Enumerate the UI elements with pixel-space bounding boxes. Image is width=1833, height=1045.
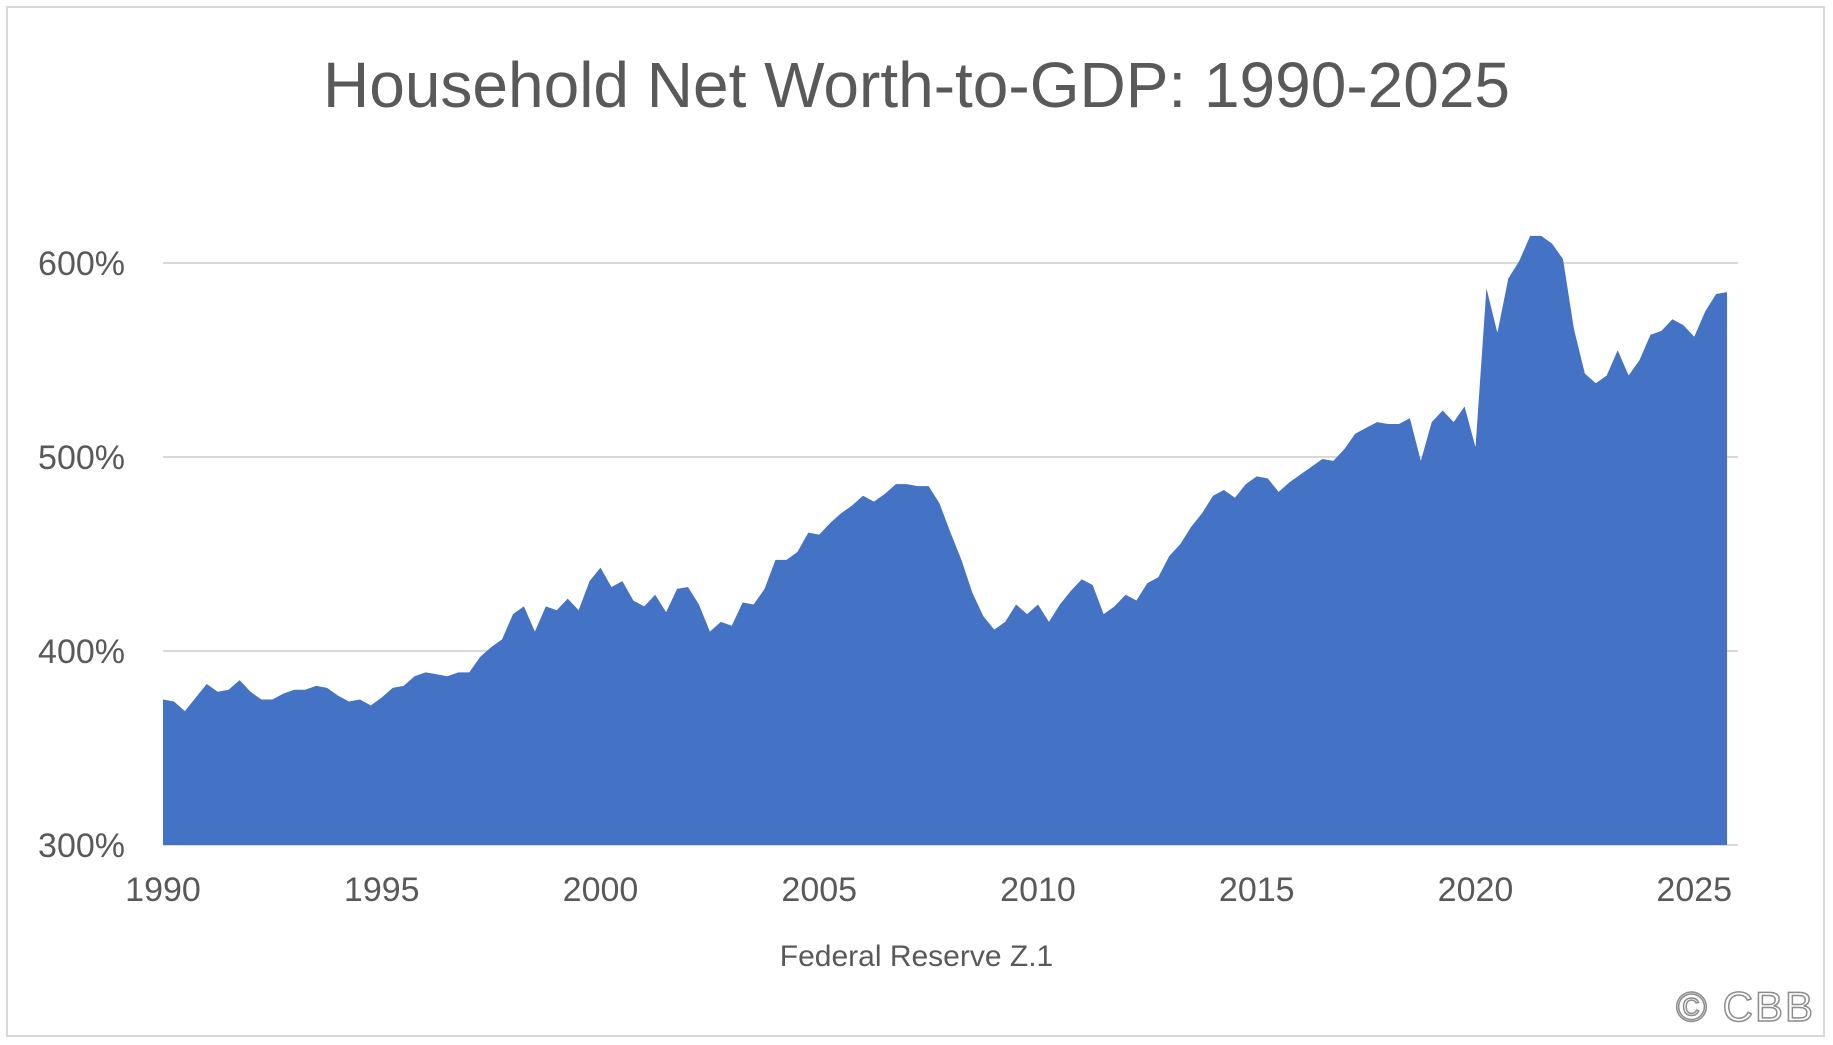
source-label: Federal Reserve Z.1 bbox=[779, 940, 1054, 973]
y-axis-ticks: 300% 400% 500% 600% bbox=[38, 245, 125, 865]
x-tick-label: 2025 bbox=[1656, 871, 1732, 909]
y-tick-label: 300% bbox=[38, 827, 125, 865]
y-tick-label: 500% bbox=[38, 439, 125, 477]
net-worth-area bbox=[163, 235, 1728, 846]
chart-title: Household Net Worth-to-GDP: 1990-2025 bbox=[323, 49, 1510, 121]
x-tick-label: 2005 bbox=[781, 871, 857, 909]
y-tick-label: 400% bbox=[38, 633, 125, 671]
copyright-watermark: © CBB bbox=[1675, 982, 1815, 1031]
x-tick-label: 2015 bbox=[1219, 871, 1295, 909]
x-tick-label: 2020 bbox=[1438, 871, 1514, 909]
x-tick-label: 1995 bbox=[344, 871, 420, 909]
x-tick-label: 2000 bbox=[563, 871, 639, 909]
x-tick-label: 1990 bbox=[125, 871, 201, 909]
y-tick-label: 600% bbox=[38, 245, 125, 283]
x-tick-label: 2010 bbox=[1000, 871, 1076, 909]
x-axis-ticks: 1990 1995 2000 2005 2010 2015 2020 2025 bbox=[125, 871, 1732, 909]
plot-area bbox=[163, 235, 1728, 846]
